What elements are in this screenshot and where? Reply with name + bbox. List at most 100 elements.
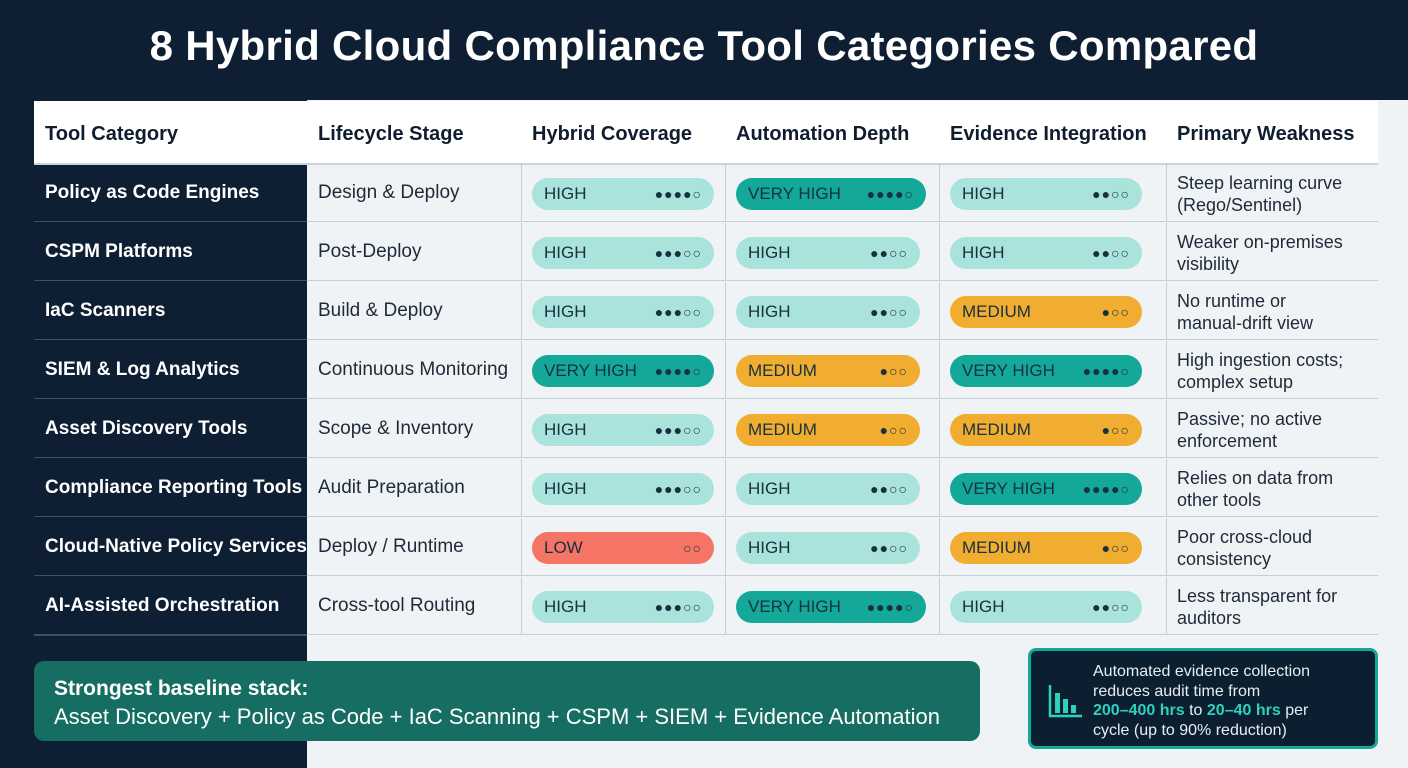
weakness-line: (Rego/Sentinel) [1177, 195, 1303, 215]
rating-label: HIGH [544, 420, 587, 439]
hybrid-coverage-cell: HIGH ●●●○○ [521, 459, 725, 517]
automation-depth-cell: HIGH ●●○○ [725, 518, 939, 576]
automation-depth-cell: VERY HIGH ●●●●○ [725, 164, 939, 222]
primary-weakness-cell: Passive; no active enforcement [1166, 400, 1378, 458]
evidence-integration-badge: MEDIUM ●○○ [950, 414, 1142, 446]
rating-label: HIGH [544, 479, 587, 498]
hybrid-coverage-cell: HIGH ●●●○○ [521, 400, 725, 458]
rating-dots: ●●●●○ [866, 599, 914, 615]
rating-dots: ●●○○ [870, 540, 908, 556]
weakness-line: Relies on data from [1177, 468, 1334, 488]
callout-per-word: per [1285, 702, 1309, 719]
evidence-integration-cell: VERY HIGH ●●●●○ [939, 459, 1166, 517]
rating-label: MEDIUM [748, 420, 817, 439]
table-row: Cloud-Native Policy Services Deploy / Run… [34, 518, 1378, 577]
rating-dots: ●○○ [879, 422, 908, 438]
hybrid-coverage-cell: HIGH ●●●○○ [521, 282, 725, 340]
rating-dots: ●●●●○ [1082, 363, 1130, 379]
hybrid-coverage-badge: HIGH ●●●●○ [532, 178, 714, 210]
evidence-integration-badge: VERY HIGH ●●●●○ [950, 473, 1142, 505]
hybrid-coverage-cell: HIGH ●●●○○ [521, 223, 725, 281]
evidence-integration-cell: HIGH ●●○○ [939, 164, 1166, 222]
weakness-line: auditors [1177, 608, 1242, 628]
evidence-integration-cell: MEDIUM ●○○ [939, 400, 1166, 458]
weakness-line: Less transparent for [1177, 586, 1338, 606]
rating-label: MEDIUM [962, 302, 1031, 321]
automation-depth-badge: MEDIUM ●○○ [736, 355, 920, 387]
callout-line-4: cycle (up to 90% reduction) [1093, 721, 1287, 739]
weakness-line: No runtime or [1177, 291, 1287, 311]
hybrid-coverage-badge: HIGH ●●●○○ [532, 473, 714, 505]
weakness-line: consistency [1177, 549, 1272, 569]
table-header: Tool Category Lifecycle Stage Hybrid Cov… [34, 101, 1378, 165]
automation-depth-badge: VERY HIGH ●●●●○ [736, 591, 926, 623]
callout-line-2: reduces audit time from [1093, 682, 1261, 700]
automation-depth-badge: MEDIUM ●○○ [736, 414, 920, 446]
automation-depth-badge: HIGH ●●○○ [736, 237, 920, 269]
automation-depth-cell: HIGH ●●○○ [725, 459, 939, 517]
rating-dots: ●○○ [1101, 422, 1130, 438]
rating-label: VERY HIGH [748, 597, 841, 616]
automation-depth-badge: HIGH ●●○○ [736, 473, 920, 505]
rating-label: HIGH [748, 243, 791, 262]
rating-dots: ●●○○ [1092, 599, 1130, 615]
primary-weakness-cell: Weaker on-premises visibility [1166, 223, 1378, 281]
rating-label: HIGH [962, 243, 1005, 262]
evidence-integration-badge: HIGH ●●○○ [950, 237, 1142, 269]
rating-dots: ●●○○ [1092, 186, 1130, 202]
weakness-line: Poor cross-cloud [1177, 527, 1313, 547]
baseline-stack-banner: Strongest baseline stack: Asset Discover… [34, 661, 980, 741]
automation-depth-badge: HIGH ●●○○ [736, 296, 920, 328]
rating-dots: ●●○○ [870, 245, 908, 261]
evidence-integration-cell: HIGH ●●○○ [939, 577, 1166, 635]
audit-time-callout: Automated evidence collection reduces au… [1028, 648, 1378, 749]
weakness-line: Weaker on-premises [1177, 232, 1343, 252]
tool-category-cell: Compliance Reporting Tools [34, 459, 307, 517]
automation-depth-badge: VERY HIGH ●●●●○ [736, 178, 926, 210]
rating-label: VERY HIGH [544, 361, 637, 380]
page-title: 8 Hybrid Cloud Compliance Tool Categorie… [149, 22, 1259, 69]
rating-dots: ●●●○○ [654, 245, 702, 261]
automation-depth-badge: HIGH ●●○○ [736, 532, 920, 564]
rating-dots: ●●○○ [1092, 245, 1130, 261]
header-automation-depth: Automation Depth [736, 123, 910, 145]
hybrid-coverage-badge: HIGH ●●●○○ [532, 414, 714, 446]
hybrid-coverage-cell: VERY HIGH ●●●●○ [521, 341, 725, 399]
tool-category-cell: Asset Discovery Tools [34, 400, 307, 458]
table-row: Asset Discovery Tools Scope & Inventory HI… [34, 400, 1378, 459]
weakness-line: complex setup [1177, 372, 1294, 392]
rating-dots: ○○ [683, 540, 702, 556]
rating-dots: ●●●○○ [654, 304, 702, 320]
automation-depth-cell: HIGH ●●○○ [725, 223, 939, 281]
banner-heading: Strongest baseline stack: [54, 677, 309, 700]
lifecycle-stage-cell: Audit Preparation [307, 459, 521, 517]
rating-label: LOW [544, 538, 583, 557]
tool-category-cell: Cloud-Native Policy Services [34, 518, 307, 576]
rating-dots: ●●●●○ [654, 186, 702, 202]
callout-line-1: Automated evidence collection [1093, 663, 1311, 680]
evidence-integration-badge: MEDIUM ●○○ [950, 532, 1142, 564]
tool-category-cell: Policy as Code Engines [34, 164, 307, 222]
weakness-line: Passive; no active [1177, 409, 1323, 429]
primary-weakness-cell: High ingestion costs; complex setup [1166, 341, 1378, 399]
lifecycle-stage-cell: Design & Deploy [307, 164, 521, 222]
primary-weakness-cell: No runtime or manual-drift view [1166, 282, 1378, 340]
callout-line-3: 200–400 hrs to 20–40 hrs per [1093, 701, 1373, 721]
hybrid-coverage-badge: HIGH ●●●○○ [532, 296, 714, 328]
hybrid-coverage-cell: HIGH ●●●○○ [521, 577, 725, 635]
rating-dots: ●●●○○ [654, 599, 702, 615]
tool-category-cell: CSPM Platforms [34, 223, 307, 281]
lifecycle-stage-cell: Post-Deploy [307, 223, 521, 281]
hybrid-coverage-badge: HIGH ●●●○○ [532, 237, 714, 269]
callout-to-value: 20–40 hrs [1206, 702, 1281, 719]
rating-label: HIGH [748, 302, 791, 321]
callout-text: Automated evidence collection reduces au… [1093, 662, 1373, 740]
rating-dots: ●●○○ [870, 304, 908, 320]
rating-label: VERY HIGH [748, 184, 841, 203]
lifecycle-stage-cell: Continuous Monitoring [307, 341, 521, 399]
hybrid-coverage-cell: HIGH ●●●●○ [521, 164, 725, 222]
category-column-divider [34, 635, 307, 636]
evidence-integration-cell: HIGH ●●○○ [939, 223, 1166, 281]
automation-depth-cell: MEDIUM ●○○ [725, 341, 939, 399]
automation-depth-cell: VERY HIGH ●●●●○ [725, 577, 939, 635]
